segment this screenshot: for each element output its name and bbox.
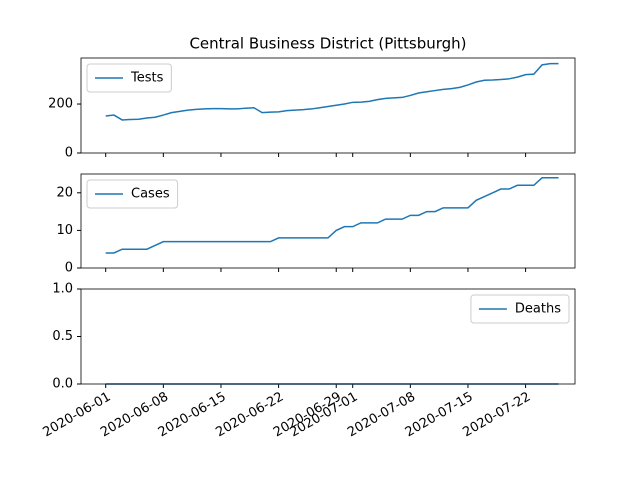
legend-label: Tests xyxy=(130,71,164,86)
axes-frame xyxy=(80,173,576,269)
axes-frame xyxy=(80,57,576,154)
legend-box xyxy=(470,294,570,324)
legend-label: Deaths xyxy=(515,302,561,317)
legend-box xyxy=(86,179,179,209)
y-tick-label: 10 xyxy=(56,223,73,238)
legend-label: Cases xyxy=(131,187,170,202)
line xyxy=(105,177,559,254)
y-tick-label: 0.0 xyxy=(52,377,73,392)
y-tick-label: 0.5 xyxy=(52,329,73,344)
legend-box xyxy=(86,63,172,93)
legend: Deaths xyxy=(470,294,570,324)
y-tick-label: 1.0 xyxy=(52,282,73,297)
legend: Tests xyxy=(86,63,172,93)
y-tick-label: 20 xyxy=(56,185,73,200)
y-tick-label: 0 xyxy=(65,146,73,161)
y-tick-label: 0 xyxy=(65,261,73,276)
y-tick-label: 200 xyxy=(48,97,73,112)
legend: Cases xyxy=(86,179,179,209)
chart-title: Central Business District (Pittsburgh) xyxy=(189,35,466,53)
line xyxy=(105,62,559,121)
axes-frame xyxy=(80,288,576,385)
